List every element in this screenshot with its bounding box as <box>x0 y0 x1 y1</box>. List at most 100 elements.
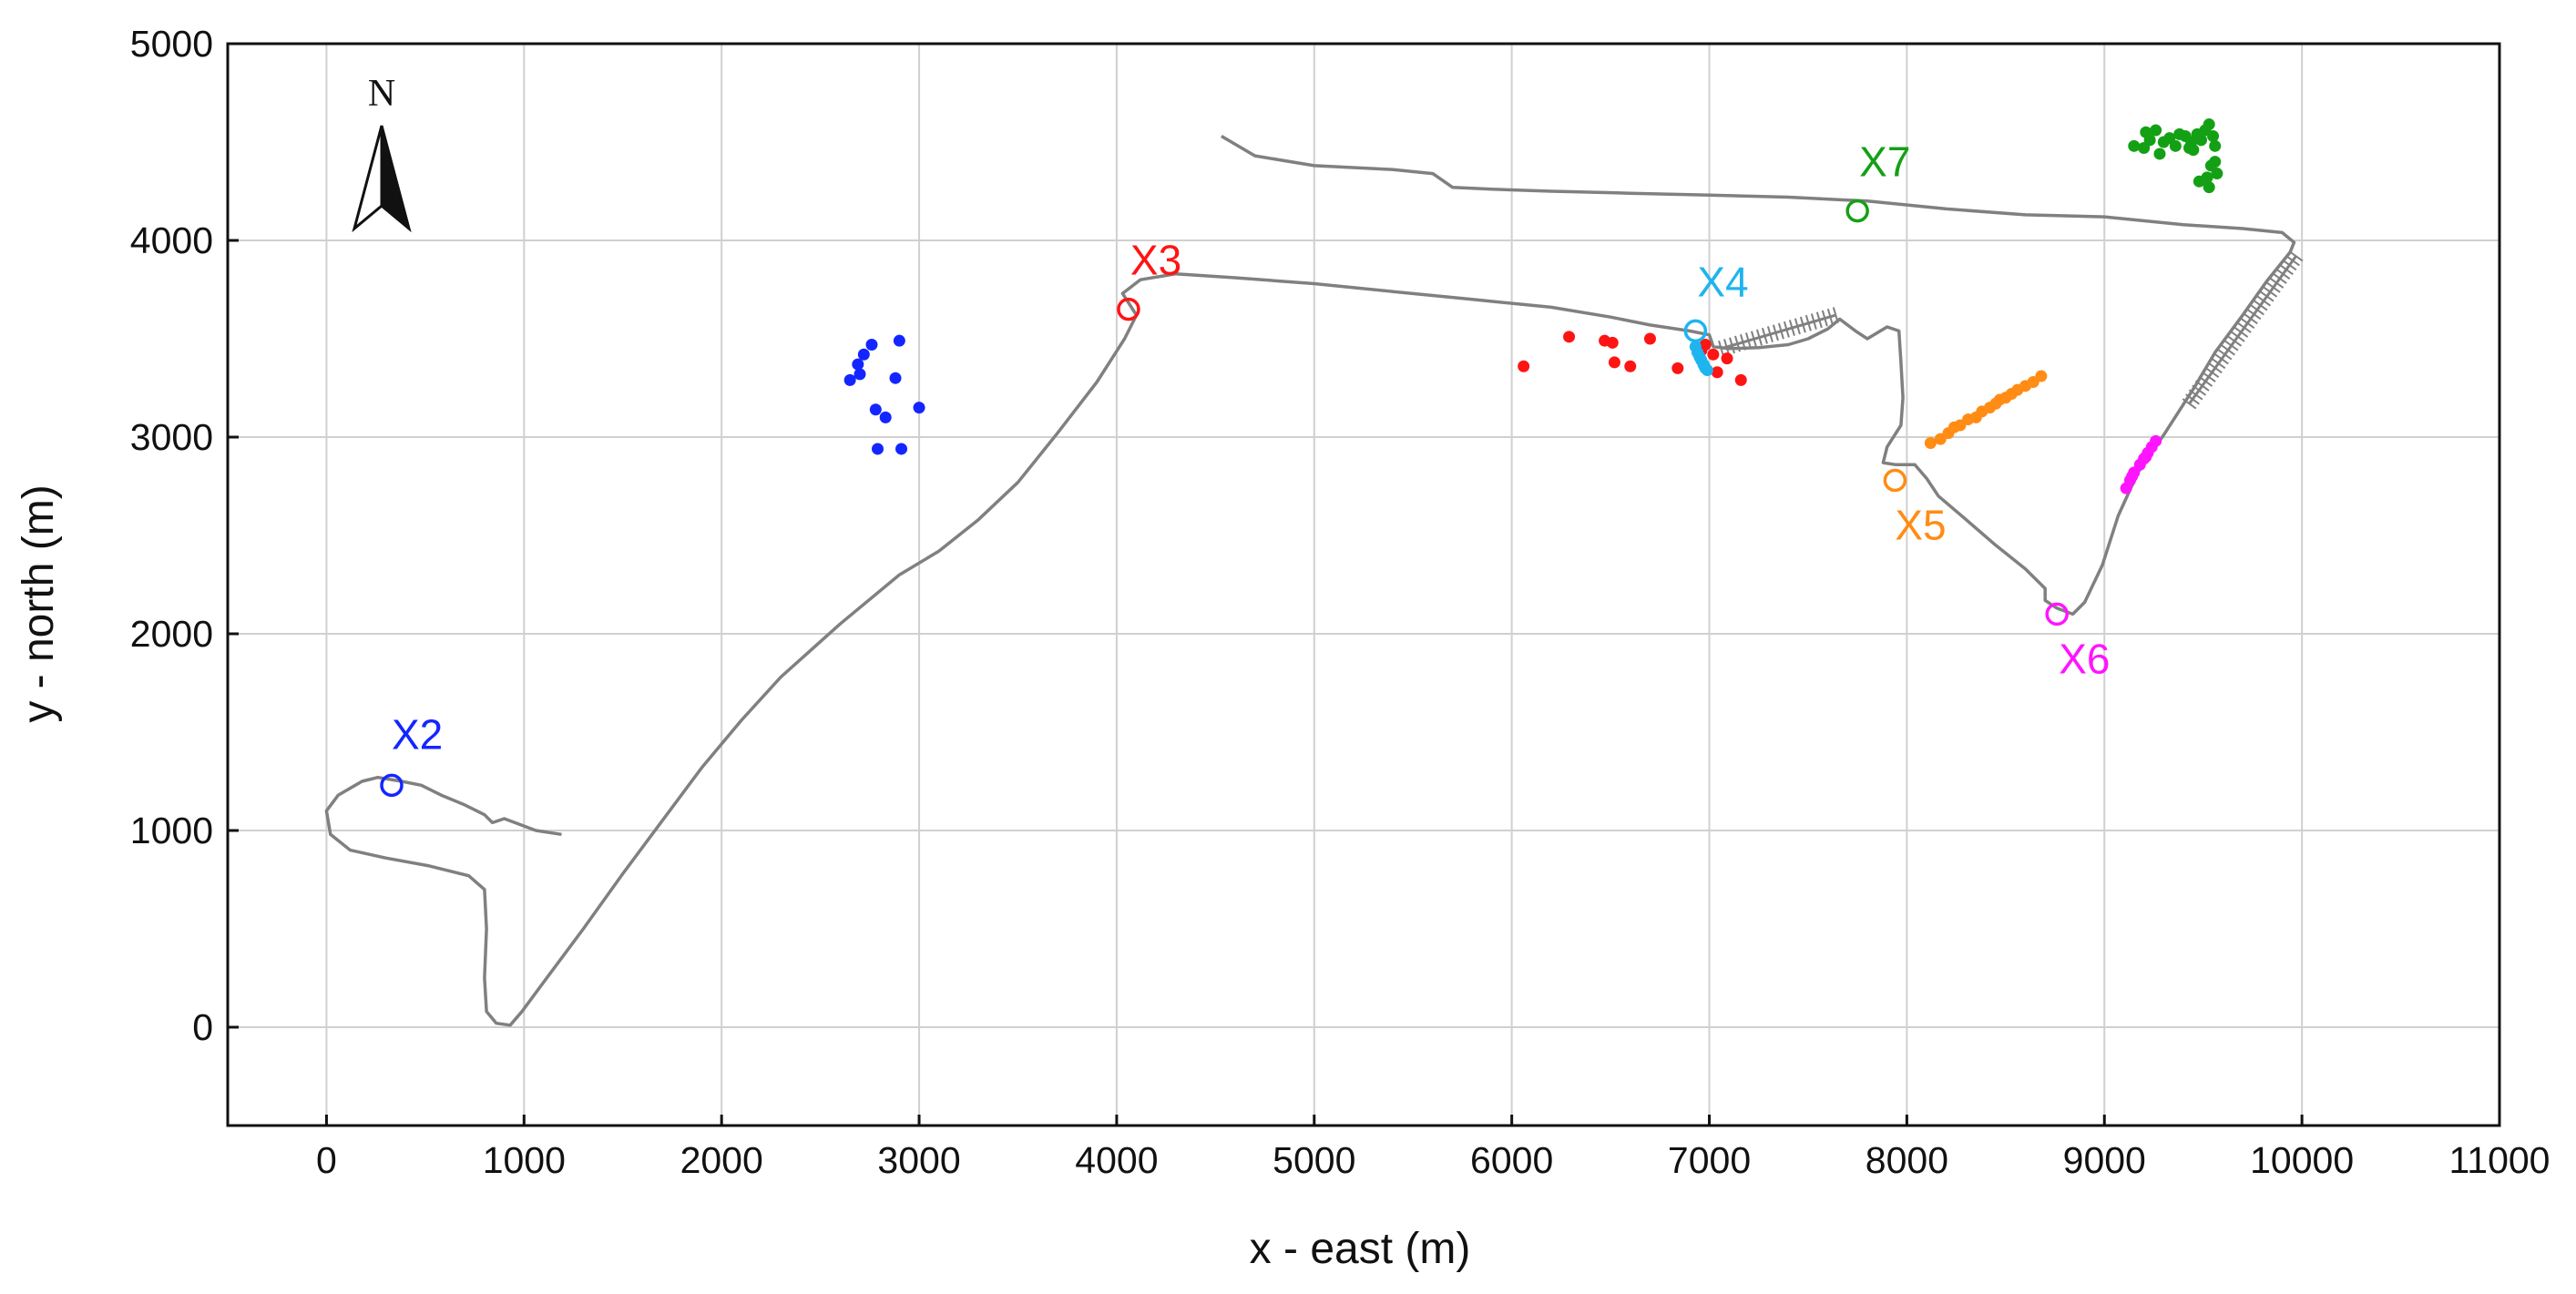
scatter-point <box>2035 370 2048 382</box>
waypoint-label: X6 <box>2059 635 2110 682</box>
scatter-point <box>854 368 866 381</box>
dense-track-tick <box>2221 344 2235 356</box>
scatter-point <box>1643 332 1656 345</box>
scatter-point <box>1707 348 1720 361</box>
dense-track-tick <box>2223 340 2239 352</box>
dense-track-tick <box>2217 349 2233 361</box>
scatter-point <box>2140 451 2152 464</box>
scatter-point <box>2126 470 2139 483</box>
y-tick-label: 0 <box>192 1006 213 1048</box>
scatter-point <box>1608 356 1620 369</box>
y-axis-title: y - north (m) <box>15 484 63 722</box>
dense-track-tick <box>2194 380 2210 392</box>
dense-track-tick <box>2208 362 2223 374</box>
scatter-point <box>2128 139 2141 152</box>
dense-track-tick <box>2265 281 2281 293</box>
dense-track-tick <box>2256 295 2272 307</box>
dense-track-tick <box>1761 327 1768 344</box>
x-tick-label: 0 <box>316 1139 337 1181</box>
scatter-point <box>1698 360 1711 372</box>
dense-track-tick <box>2214 353 2229 365</box>
dense-track-tick <box>1772 324 1779 341</box>
scatter-series <box>843 118 2223 494</box>
dense-track-tick <box>2285 255 2300 267</box>
y-tick-label: 3000 <box>130 416 213 458</box>
dense-track-tick <box>1755 329 1763 346</box>
scatter-point <box>1671 362 1684 374</box>
dense-track-tick <box>1777 322 1784 340</box>
scatter-point <box>1606 336 1619 349</box>
scatter-point <box>1624 360 1637 372</box>
scatter-point <box>2140 126 2152 138</box>
dense-track-tick <box>1734 335 1741 352</box>
trajectory-track <box>324 134 2304 1027</box>
scatter-point <box>1924 436 1937 449</box>
x-tick-label: 5000 <box>1273 1139 1355 1181</box>
scatter-point <box>872 443 884 455</box>
scatter-point <box>2203 118 2215 131</box>
dense-track-tick <box>2275 268 2291 280</box>
scatter-point <box>1699 338 1712 351</box>
dense-track-tick <box>1750 331 1757 348</box>
scatter-point <box>2203 181 2215 194</box>
north-arrow-label: N <box>368 73 395 115</box>
scatter-point <box>2195 134 2208 147</box>
waypoint-marker <box>380 773 404 798</box>
x-tick-label: 10000 <box>2250 1139 2354 1181</box>
dense-track-tick <box>2188 389 2203 401</box>
dense-track-tick <box>2204 366 2220 378</box>
scatter-point <box>2193 175 2205 188</box>
dense-track-tick <box>2273 272 2287 284</box>
waypoint-label: X3 <box>1130 237 1181 284</box>
scatter-point <box>843 373 856 386</box>
dense-track-tick <box>1799 316 1806 333</box>
scatter-point <box>2209 156 2222 168</box>
dense-track-tick <box>2253 300 2268 311</box>
x-tick-label: 3000 <box>877 1139 960 1181</box>
scatter-point <box>1711 366 1723 379</box>
dense-track-tick <box>2246 309 2262 321</box>
scatter-point <box>857 348 870 361</box>
dense-track-tick <box>1810 313 1817 330</box>
dense-track-tick <box>1729 337 1735 354</box>
x-tick-label: 11000 <box>2449 1139 2550 1181</box>
dense-track-tick <box>1826 308 1834 325</box>
x-tick-label: 9000 <box>2063 1139 2146 1181</box>
dense-track-tick <box>1718 340 1725 357</box>
dense-track-tick <box>2185 393 2200 405</box>
scatter-point <box>865 338 878 351</box>
grid-lines <box>228 43 2500 1126</box>
dense-track-tick <box>2227 335 2243 347</box>
dense-track-tick <box>1788 320 1795 336</box>
x-axis-title: x - east (m) <box>1250 1225 1471 1273</box>
x-tick-label: 4000 <box>1075 1139 1158 1181</box>
x-tick-label: 7000 <box>1668 1139 1751 1181</box>
dense-track-tick <box>2201 371 2216 382</box>
scatter-point <box>1563 331 1576 343</box>
plot-frame <box>226 42 2501 1127</box>
dense-track-line <box>2188 255 2297 405</box>
waypoint-marker <box>1845 199 1869 223</box>
scatter-point <box>2207 130 2220 143</box>
dense-track-tick <box>1783 321 1790 338</box>
north-arrow-right-half <box>380 125 412 233</box>
dense-track-tick <box>2250 304 2264 316</box>
scatter-point <box>2150 124 2162 137</box>
dense-track-tick <box>2263 286 2278 298</box>
dense-track-tick <box>2182 398 2197 410</box>
x-tick-label: 1000 <box>483 1139 566 1181</box>
scatter-point <box>2150 434 2162 447</box>
waypoint-marker <box>1117 297 1140 321</box>
dense-track-tick <box>1794 318 1801 335</box>
scatter-point <box>879 411 892 423</box>
scatter-point <box>889 372 902 384</box>
waypoint-marker <box>1883 468 1907 493</box>
y-tick-label: 1000 <box>130 810 213 851</box>
dense-track-tick <box>1815 311 1823 329</box>
dense-track-tick <box>1821 310 1828 327</box>
waypoint-markers: X2 X3 X4 X5 X6 X7 <box>380 138 2110 798</box>
dense-track-tick <box>1745 332 1752 349</box>
dense-track-tick <box>1766 326 1774 342</box>
